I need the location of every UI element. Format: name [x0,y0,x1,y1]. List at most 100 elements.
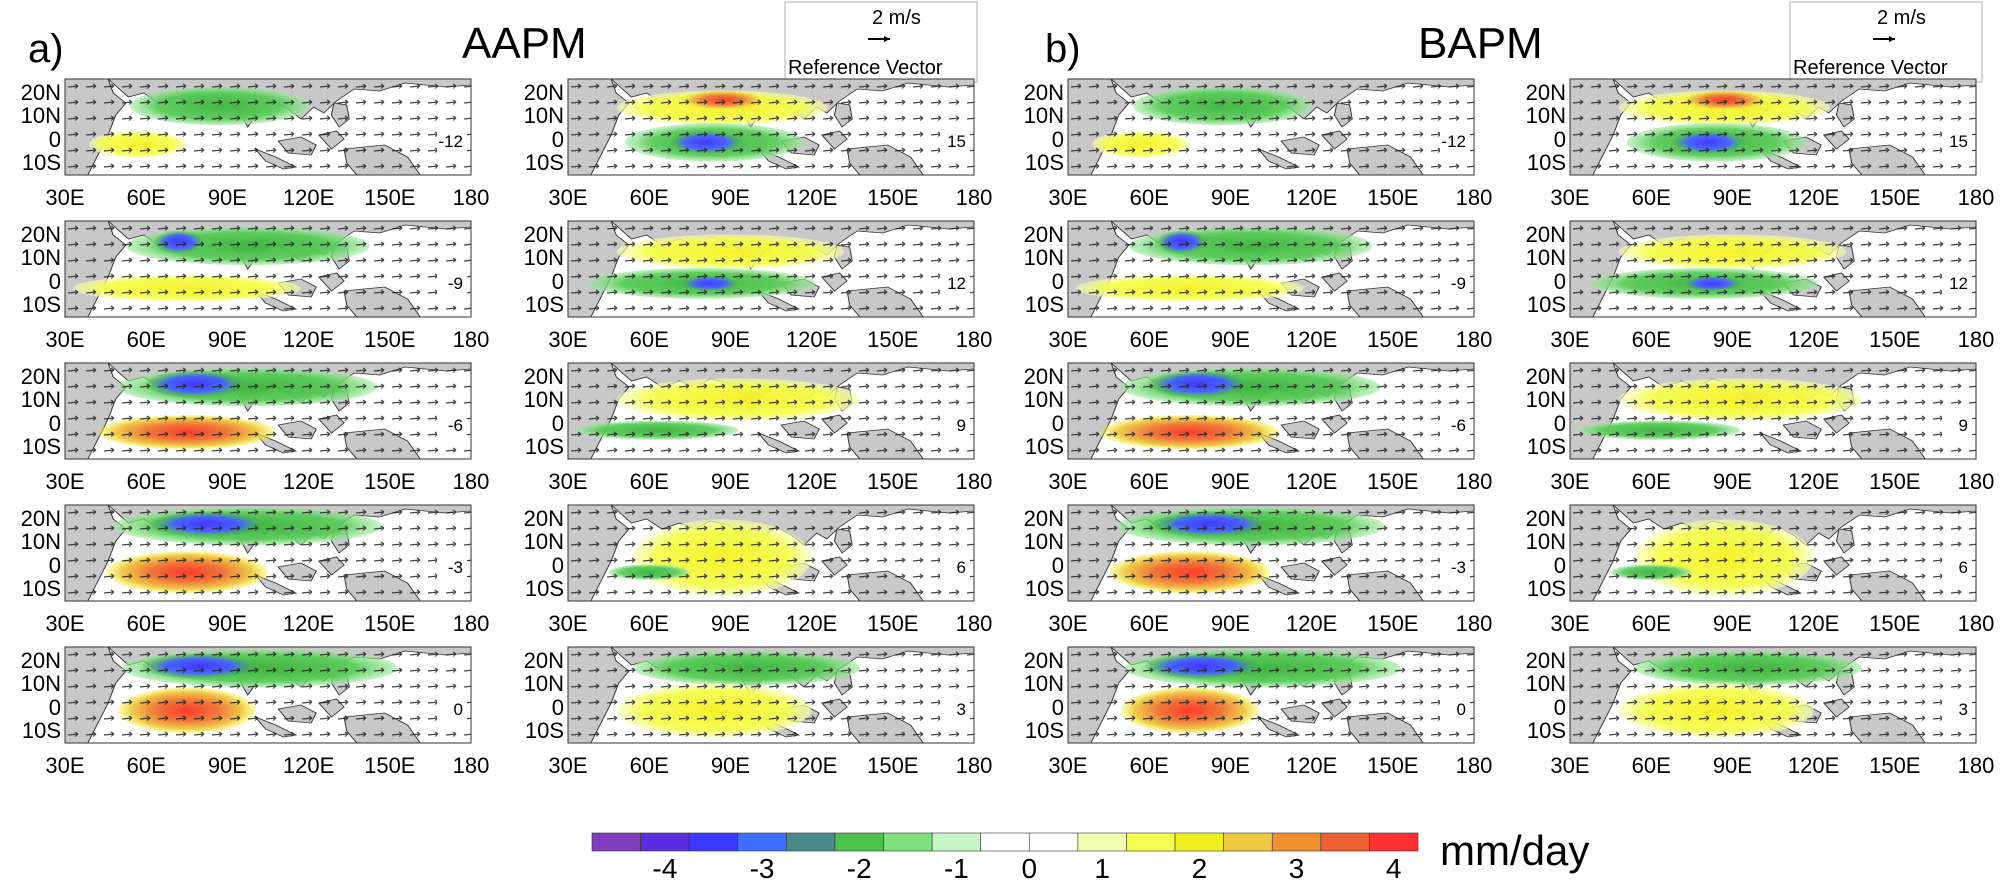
lag-label: -12 [1440,129,1470,153]
lat-tick-label: 0 [1052,127,1064,152]
wind-vectors [1570,505,1976,601]
wind-vectors [65,505,471,601]
lon-tick-label: 90E [1211,469,1250,494]
lat-tick-label: 10S [22,718,61,743]
lat-tick-label: 0 [1554,411,1566,436]
lon-tick-label: 90E [1211,611,1250,636]
svg-text:-12: -12 [438,132,463,151]
svg-text:0: 0 [1457,700,1466,719]
lon-tick-label: 60E [1130,611,1169,636]
lat-tick-label: 20N [21,80,61,105]
colorbar-swatch [980,832,1030,852]
lon-tick-label: 180 [1456,327,1493,352]
lon-tick-label: 30E [1048,753,1087,778]
wind-vectors [1068,79,1474,175]
lon-tick-label: 30E [548,611,587,636]
lon-tick-label: 150E [1367,469,1418,494]
lon-tick-label: 90E [208,327,247,352]
lat-tick-label: 10S [22,292,61,317]
lon-tick-label: 180 [1958,327,1995,352]
lon-tick-label: 30E [1550,327,1589,352]
lon-tick-label: 150E [867,611,918,636]
lon-tick-label: 60E [1632,327,1671,352]
lon-tick-label: 30E [45,611,84,636]
colorbar-swatch [591,832,641,852]
lag-label: 9 [940,413,970,437]
lon-tick-label: 150E [364,327,415,352]
lat-tick-label: 0 [552,127,564,152]
lon-tick-label: 90E [1211,753,1250,778]
lat-tick-label: 10S [1527,292,1566,317]
lon-tick-label: 180 [453,185,490,210]
lat-tick-label: 10S [1527,718,1566,743]
lat-tick-label: 0 [552,553,564,578]
lag-label: -3 [1440,555,1470,579]
lon-tick-label: 120E [786,469,837,494]
panel-a-letter: a) [28,27,64,71]
lon-tick-label: 60E [630,185,669,210]
lat-tick-label: 10N [1024,529,1064,554]
wind-vectors [1068,221,1474,317]
lon-tick-label: 60E [1130,327,1169,352]
lat-tick-label: 20N [524,506,564,531]
lon-tick-label: 30E [45,469,84,494]
lon-tick-label: 120E [1286,611,1337,636]
lag-label: 12 [940,271,970,295]
reference-vector-box-a: 2 m/s Reference Vector [784,1,978,83]
panel-b-letter: b) [1045,27,1081,71]
lon-tick-label: 150E [1367,753,1418,778]
svg-text:0: 0 [454,700,463,719]
lon-tick-label: 30E [1550,753,1589,778]
lag-label: 3 [940,697,970,721]
lon-tick-label: 180 [956,611,993,636]
lat-tick-label: 20N [1526,648,1566,673]
lat-tick-label: 0 [1554,269,1566,294]
reference-vector-label: Reference Vector [788,57,943,79]
lat-tick-label: 20N [524,364,564,389]
lat-tick-label: 10N [1024,671,1064,696]
svg-text:3: 3 [1959,700,1968,719]
lon-tick-label: 120E [1788,611,1839,636]
lag-label: -12 [437,129,467,153]
svg-text:-3: -3 [1451,558,1466,577]
lon-tick-label: 30E [1048,469,1087,494]
colorbar-swatch [1126,832,1176,852]
lag-label: 12 [1942,271,1972,295]
svg-text:6: 6 [957,558,966,577]
lon-tick-label: 180 [1456,611,1493,636]
lon-tick-label: 60E [630,469,669,494]
wind-vectors [1570,221,1976,317]
svg-text:-6: -6 [1451,416,1466,435]
colorbar-tick-label: -1 [944,853,969,881]
svg-text:6: 6 [1959,558,1968,577]
lon-tick-label: 120E [1286,327,1337,352]
lat-tick-label: 0 [1052,411,1064,436]
lat-tick-label: 10S [1025,576,1064,601]
colorbar-tick-label: -2 [847,853,872,881]
wind-vectors [568,79,974,175]
reference-vector-magnitude: 2 m/s [872,7,921,29]
wind-vectors [65,647,471,743]
svg-text:9: 9 [1959,416,1968,435]
lat-tick-label: 10N [1024,387,1064,412]
lon-tick-label: 90E [1211,185,1250,210]
svg-text:9: 9 [957,416,966,435]
lon-tick-label: 60E [1130,185,1169,210]
lon-tick-label: 120E [283,327,334,352]
lat-tick-label: 10S [525,292,564,317]
colorbar-tick-label: 2 [1192,853,1208,881]
lag-label: 0 [1440,697,1470,721]
wind-vectors [568,505,974,601]
lon-tick-label: 30E [548,185,587,210]
wind-vectors [1068,647,1474,743]
lon-tick-label: 30E [1550,611,1589,636]
lon-tick-label: 150E [1869,185,1920,210]
lon-tick-label: 90E [208,185,247,210]
wind-vectors [568,363,974,459]
